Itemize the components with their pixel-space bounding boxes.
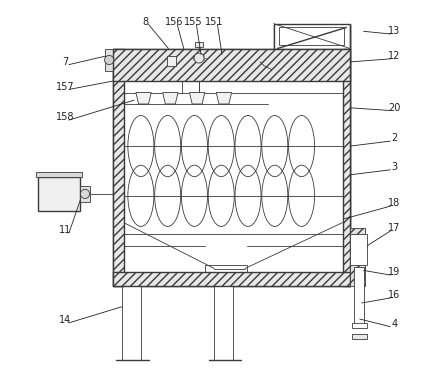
Circle shape xyxy=(194,53,204,63)
Circle shape xyxy=(104,55,114,65)
Bar xyxy=(80,186,90,202)
Bar xyxy=(38,177,80,211)
Bar xyxy=(214,286,234,360)
Bar xyxy=(113,48,124,286)
Text: 157: 157 xyxy=(56,82,75,92)
Text: 17: 17 xyxy=(388,223,400,233)
Bar xyxy=(352,323,367,328)
Text: 20: 20 xyxy=(388,103,400,113)
Bar xyxy=(350,234,367,265)
Bar xyxy=(113,272,350,286)
Bar xyxy=(350,228,365,286)
Bar xyxy=(342,48,350,286)
Bar xyxy=(205,265,247,272)
Text: 156: 156 xyxy=(165,17,183,27)
Text: 19: 19 xyxy=(388,267,400,277)
Bar xyxy=(274,24,350,48)
Text: 151: 151 xyxy=(205,17,224,27)
Bar xyxy=(105,48,113,71)
Bar xyxy=(113,48,350,81)
Polygon shape xyxy=(136,93,151,104)
Text: 13: 13 xyxy=(388,26,400,36)
Bar xyxy=(274,25,350,48)
Text: 18: 18 xyxy=(388,199,400,209)
Text: 2: 2 xyxy=(391,133,397,144)
Text: 3: 3 xyxy=(391,162,397,172)
Text: 7: 7 xyxy=(62,57,68,67)
Bar xyxy=(354,266,364,324)
Text: 12: 12 xyxy=(388,51,400,61)
Text: 8: 8 xyxy=(143,17,149,27)
Text: 16: 16 xyxy=(388,290,400,300)
Text: 11: 11 xyxy=(59,225,71,235)
Bar xyxy=(352,334,367,339)
Bar xyxy=(166,56,176,66)
Polygon shape xyxy=(190,93,205,104)
Circle shape xyxy=(80,189,90,199)
Text: 155: 155 xyxy=(184,17,202,27)
Polygon shape xyxy=(163,93,178,104)
Bar xyxy=(122,286,141,360)
Text: 4: 4 xyxy=(391,319,397,329)
Bar xyxy=(279,28,345,45)
Text: 14: 14 xyxy=(59,315,71,325)
Bar xyxy=(36,172,82,177)
Bar xyxy=(195,42,203,46)
Text: 158: 158 xyxy=(56,113,75,122)
Polygon shape xyxy=(216,93,232,104)
